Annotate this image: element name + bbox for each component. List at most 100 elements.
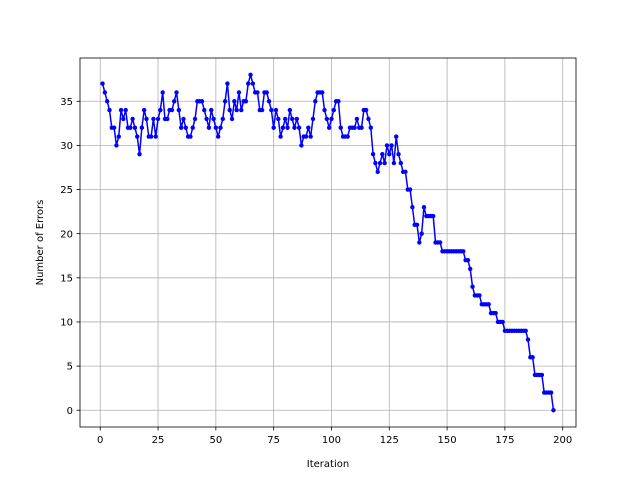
x-tick-label: 25 bbox=[152, 435, 165, 446]
data-point bbox=[523, 328, 528, 333]
data-point bbox=[227, 107, 232, 113]
data-point bbox=[345, 134, 350, 139]
data-point bbox=[384, 143, 390, 148]
data-point bbox=[259, 107, 265, 113]
data-point bbox=[276, 116, 281, 122]
data-point bbox=[123, 107, 128, 113]
data-point bbox=[500, 319, 505, 325]
data-point bbox=[234, 107, 239, 113]
data-point bbox=[329, 116, 334, 122]
data-point bbox=[283, 116, 288, 122]
data-point bbox=[266, 99, 272, 104]
data-point bbox=[104, 99, 110, 104]
series-line bbox=[101, 74, 555, 411]
x-tick-label: 100 bbox=[322, 435, 341, 446]
data-point bbox=[239, 107, 244, 113]
data-point bbox=[410, 204, 415, 210]
data-point bbox=[551, 408, 556, 413]
data-point bbox=[222, 99, 228, 104]
data-point bbox=[278, 134, 283, 139]
data-point bbox=[188, 134, 193, 139]
data-point bbox=[118, 107, 124, 113]
data-point bbox=[165, 116, 170, 122]
data-point bbox=[255, 90, 260, 95]
data-point bbox=[296, 125, 302, 130]
y-tick-label: 0 bbox=[67, 406, 73, 417]
data-point bbox=[548, 390, 554, 395]
data-point bbox=[486, 302, 491, 307]
grid-lines bbox=[80, 58, 576, 427]
data-point bbox=[153, 134, 158, 139]
data-point bbox=[294, 116, 299, 122]
data-point bbox=[320, 90, 325, 95]
data-point bbox=[359, 125, 364, 130]
data-point bbox=[289, 116, 295, 122]
data-point bbox=[380, 152, 385, 157]
data-point bbox=[389, 143, 394, 148]
data-point bbox=[352, 125, 357, 130]
data-point bbox=[377, 160, 383, 166]
data-point bbox=[141, 107, 147, 113]
data-point bbox=[139, 125, 145, 130]
data-point bbox=[437, 240, 443, 245]
data-point bbox=[114, 143, 119, 148]
data-point bbox=[116, 134, 121, 139]
data-point bbox=[243, 99, 249, 104]
data-point bbox=[375, 169, 380, 175]
data-point bbox=[151, 116, 156, 122]
x-tick-label: 75 bbox=[267, 435, 280, 446]
data-point bbox=[215, 134, 221, 139]
data-point bbox=[477, 293, 482, 298]
data-point bbox=[461, 249, 466, 254]
data-point bbox=[292, 125, 297, 130]
data-point bbox=[331, 107, 336, 113]
x-tick-label: 175 bbox=[495, 435, 514, 446]
data-point bbox=[403, 169, 408, 175]
data-point bbox=[493, 310, 498, 316]
data-point bbox=[192, 116, 198, 122]
data-point bbox=[417, 240, 422, 245]
x-axis-title: Iteration bbox=[307, 459, 349, 470]
plot-frame bbox=[79, 57, 577, 428]
data-point bbox=[172, 99, 177, 104]
data-point bbox=[169, 107, 175, 113]
y-tick-label: 15 bbox=[60, 273, 73, 284]
data-point bbox=[391, 160, 397, 166]
data-point bbox=[130, 116, 135, 122]
data-point bbox=[183, 125, 188, 130]
data-point bbox=[303, 134, 309, 139]
data-point bbox=[338, 125, 343, 130]
data-point bbox=[209, 107, 214, 113]
y-tick-label: 30 bbox=[60, 141, 73, 152]
data-point bbox=[148, 134, 154, 139]
y-tick-label: 25 bbox=[60, 185, 73, 196]
data-point bbox=[100, 81, 105, 86]
data-point bbox=[137, 152, 142, 157]
data-point bbox=[250, 81, 256, 86]
x-tick-label: 200 bbox=[553, 435, 572, 446]
data-point bbox=[324, 116, 330, 122]
data-point bbox=[206, 125, 212, 130]
data-point bbox=[525, 337, 531, 342]
data-point bbox=[465, 257, 471, 263]
y-axis: 0 5 10 15 20 25 30 35 bbox=[60, 97, 80, 417]
x-tick-label: 150 bbox=[438, 435, 457, 446]
y-axis-title: Number of Errors bbox=[35, 200, 46, 286]
data-point bbox=[225, 81, 230, 86]
data-point bbox=[280, 125, 286, 130]
data-point bbox=[470, 284, 475, 289]
y-tick-label: 20 bbox=[60, 229, 73, 240]
data-point bbox=[539, 372, 545, 378]
data-point bbox=[407, 187, 413, 192]
data-point bbox=[387, 152, 392, 157]
data-point bbox=[398, 160, 404, 166]
x-axis: 0 25 50 75 100 125 150 175 200 bbox=[97, 427, 572, 446]
data-point bbox=[287, 107, 293, 113]
x-tick-label: 125 bbox=[380, 435, 399, 446]
data-point bbox=[285, 125, 290, 130]
data-point bbox=[530, 355, 535, 360]
data-point bbox=[366, 116, 371, 122]
data-point bbox=[414, 222, 420, 228]
data-point bbox=[468, 266, 473, 272]
